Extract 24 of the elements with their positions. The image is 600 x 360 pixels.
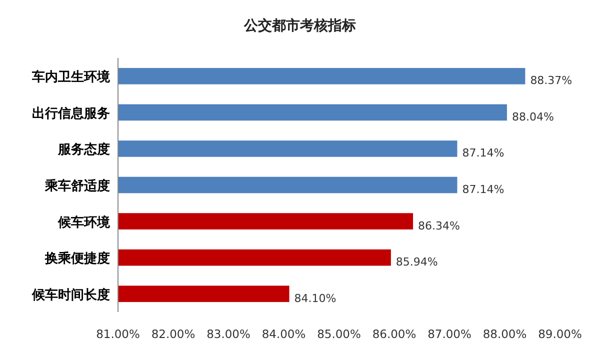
x-tick-label: 82.00%: [151, 327, 196, 341]
y-tick-label: 候车环境: [57, 214, 111, 230]
x-tick-label: 84.00%: [262, 327, 306, 341]
data-label: 88.04%: [512, 110, 554, 124]
data-label: 87.14%: [462, 146, 504, 160]
y-tick-label: 出行信息服务: [32, 105, 110, 122]
x-tick-label: 86.00%: [372, 327, 416, 341]
x-tick-label: 87.00%: [428, 327, 472, 341]
x-tick-label: 85.00%: [317, 327, 361, 341]
y-tick-label: 乘车舒适度: [44, 178, 110, 194]
y-tick-label: 候车时间长度: [31, 286, 110, 303]
data-label: 87.14%: [462, 183, 504, 196]
y-tick-label: 车内卫生环境: [31, 69, 111, 86]
data-label: 86.34%: [418, 219, 460, 232]
x-tick-label: 88.00%: [482, 327, 527, 341]
chart-title: 公交都市考核指标: [243, 17, 356, 34]
data-label: 88.37%: [530, 74, 572, 88]
x-tick-label: 89.00%: [538, 327, 582, 341]
y-tick-label: 换乘便捷度: [44, 250, 110, 267]
data-label: 85.94%: [396, 256, 438, 269]
x-tick-label: 83.00%: [206, 327, 250, 341]
x-tick-label: 81.00%: [96, 327, 140, 341]
data-label: 84.10%: [294, 292, 336, 305]
y-tick-label: 服务态度: [57, 142, 110, 158]
